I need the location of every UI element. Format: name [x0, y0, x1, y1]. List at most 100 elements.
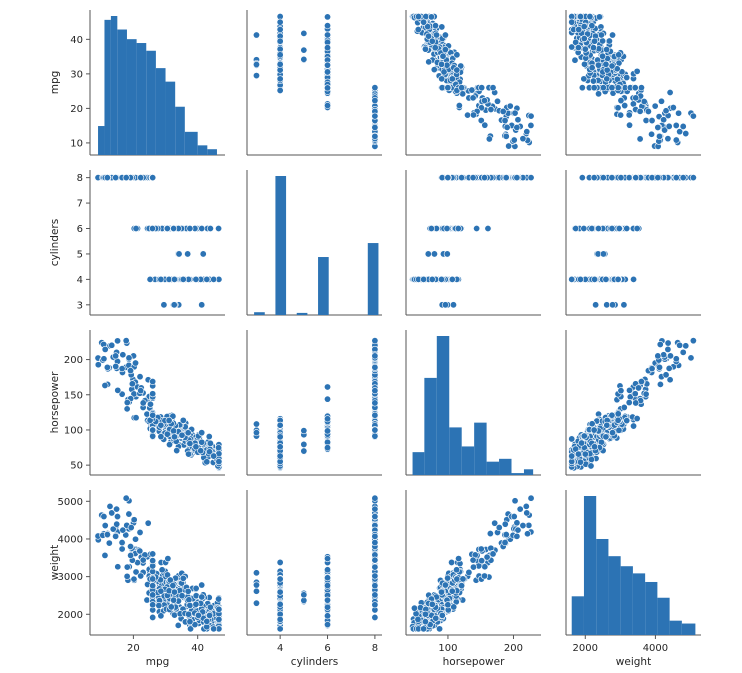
scatter-point: [513, 174, 521, 182]
scatter-point: [100, 513, 108, 521]
scatter-point: [656, 363, 664, 371]
y-tick-label: 8: [77, 173, 83, 184]
scatter-point: [324, 44, 332, 52]
histogram-bar: [620, 566, 633, 635]
y-tick-label: 10: [70, 138, 83, 149]
scatter-point: [603, 46, 611, 54]
scatter-point: [300, 447, 308, 455]
scatter-point: [599, 250, 607, 258]
scatter-point: [568, 452, 576, 460]
scatter-point: [206, 611, 214, 619]
scatter-point: [501, 520, 509, 528]
scatter-point: [603, 66, 611, 74]
scatter-point: [123, 572, 131, 580]
y-tick-label: 6: [77, 224, 83, 235]
scatter-point: [473, 225, 481, 233]
scatter-point: [682, 342, 690, 350]
scatter-point: [587, 462, 595, 470]
scatter-point: [571, 56, 579, 64]
scatter-point: [608, 411, 616, 419]
scatter-point: [371, 132, 379, 140]
scatter-point: [524, 530, 532, 538]
histogram-bar: [657, 597, 670, 635]
scatter-point: [252, 420, 260, 428]
scatter-point: [300, 427, 308, 435]
scatter-point: [580, 225, 588, 233]
scatter-point: [215, 444, 223, 452]
scatter-point: [637, 378, 645, 386]
scatter-point: [185, 610, 193, 618]
scatter-point: [148, 225, 156, 233]
scatter-point: [633, 415, 641, 423]
scatter-point: [114, 513, 122, 521]
scatter-point: [620, 301, 628, 309]
scatter-point: [132, 359, 140, 367]
scatter-point: [371, 426, 379, 434]
scatter-point: [665, 122, 673, 130]
scatter-point: [525, 521, 533, 529]
scatter-point: [100, 355, 108, 363]
scatter-point: [421, 610, 429, 618]
scatter-point: [101, 381, 109, 389]
scatter-point: [252, 429, 260, 437]
scatter-point: [198, 429, 206, 437]
scatter-point: [656, 340, 664, 348]
scatter-point: [425, 32, 433, 40]
scatter-point: [575, 26, 583, 34]
scatter-point: [149, 575, 157, 583]
scatter-point: [420, 18, 428, 26]
scatter-point: [157, 275, 165, 283]
scatter-point: [481, 121, 489, 129]
scatter-point: [175, 250, 183, 258]
scatter-point: [614, 84, 622, 92]
scatter-point: [149, 550, 157, 558]
scatter-point: [602, 275, 610, 283]
scatter-point: [431, 44, 439, 52]
scatter-point: [623, 417, 631, 425]
scatter-point: [591, 37, 599, 45]
y-tick-label: 30: [70, 69, 83, 80]
scatter-point: [371, 363, 379, 371]
scatter-point: [160, 301, 168, 309]
scatter-point: [669, 104, 677, 112]
scatter-point: [421, 45, 429, 53]
scatter-point: [689, 112, 697, 120]
x-axis-label: cylinders: [291, 656, 338, 668]
x-tick-label: 100: [438, 643, 457, 654]
scatter-point: [443, 250, 451, 258]
y-tick-label: 200: [64, 355, 83, 366]
scatter-point: [371, 337, 379, 345]
scatter-point: [170, 433, 178, 441]
scatter-point: [206, 439, 214, 447]
scatter-point: [603, 421, 611, 429]
scatter-point: [324, 68, 332, 76]
scatter-point: [689, 174, 697, 182]
scatter-point: [602, 60, 610, 68]
scatter-point: [300, 55, 308, 63]
scatter-point: [184, 587, 192, 595]
scatter-point: [602, 433, 610, 441]
histogram-bar: [499, 458, 512, 475]
scatter-point: [206, 225, 214, 233]
scatter-point: [605, 37, 613, 45]
scatter-point: [617, 111, 625, 119]
scatter-point: [501, 539, 509, 547]
x-tick-label: 200: [504, 643, 523, 654]
scatter-point: [481, 563, 489, 571]
histogram-bar: [474, 422, 487, 475]
y-axis-label: mpg: [49, 71, 61, 95]
scatter-point: [136, 373, 144, 381]
scatter-point: [625, 174, 633, 182]
scatter-point: [300, 440, 308, 448]
scatter-point: [592, 301, 600, 309]
scatter-point: [371, 505, 379, 513]
scatter-point: [119, 351, 127, 359]
scatter-point: [103, 174, 111, 182]
histogram-bar: [155, 68, 166, 155]
histogram-bar: [583, 496, 597, 635]
scatter-point: [431, 22, 439, 30]
histogram-bar: [207, 149, 217, 155]
scatter-point: [486, 530, 494, 538]
scatter-point: [609, 31, 617, 39]
scatter-point: [215, 458, 223, 466]
